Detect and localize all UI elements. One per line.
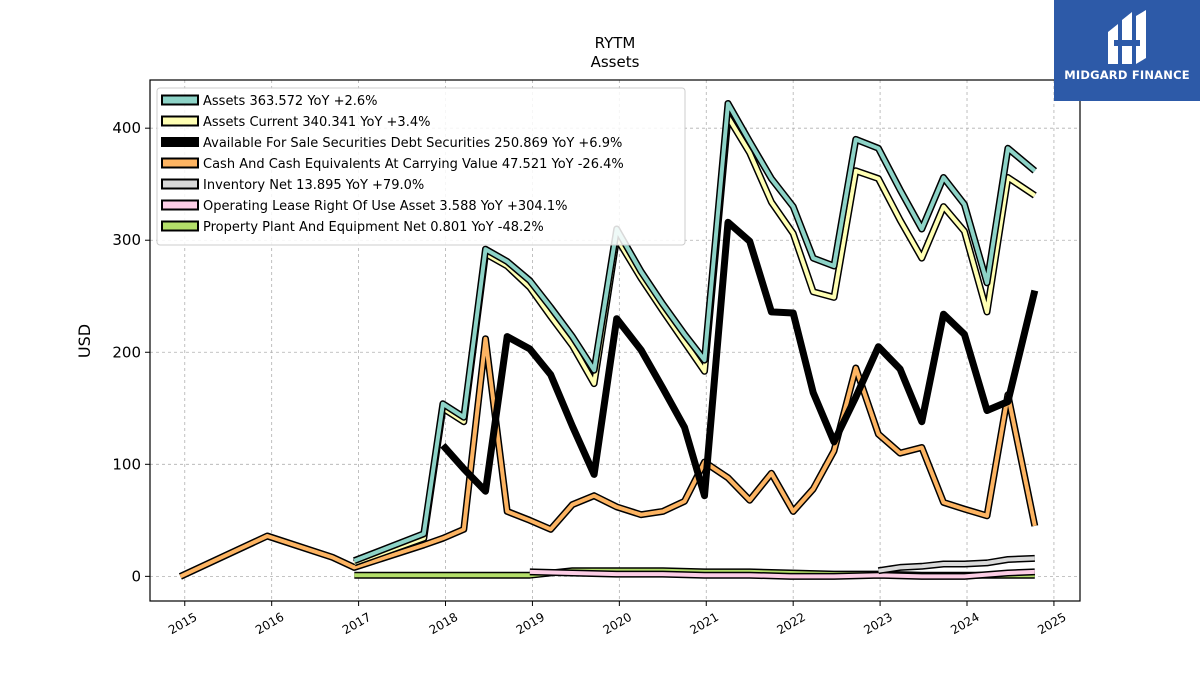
brand-logo: MIDGARD FINANCE xyxy=(1054,0,1200,101)
y-tick-label: 0 xyxy=(131,567,141,585)
brand-name: MIDGARD FINANCE xyxy=(1064,68,1190,82)
series-line-cash-and-cash-equivalents-at-carrying-value xyxy=(179,336,1037,579)
x-tick-label: 2017 xyxy=(340,610,373,637)
legend-swatch-cash-and-cash-equivalents-at-carrying-value xyxy=(161,157,199,169)
legend-swatch-assets-current xyxy=(161,115,199,127)
series-lines xyxy=(178,100,1039,580)
x-tick-label: 2023 xyxy=(861,610,894,637)
legend-box xyxy=(156,87,686,246)
y-tick-label: 300 xyxy=(112,231,141,249)
legend-label-available-for-sale-securities-debt-securities: Available For Sale Securities Debt Secur… xyxy=(203,136,622,151)
y-tick-label: 100 xyxy=(112,455,141,473)
legend-swatch-property-plant-and-equipment-net xyxy=(161,220,199,232)
chart-subtitle: Assets xyxy=(591,53,640,71)
chart-title: RYTM xyxy=(595,34,636,52)
series-line-assets xyxy=(353,101,1037,563)
legend: Assets 363.572 YoY +2.6% Assets Current 3… xyxy=(156,87,686,246)
midgard-logo-icon xyxy=(1108,10,1146,64)
legend-label-cash-and-cash-equivalents-at-carrying-value: Cash And Cash Equivalents At Carrying Va… xyxy=(203,157,624,172)
x-tick-label: 2016 xyxy=(253,610,286,637)
legend-label-inventory-net: Inventory Net 13.895 YoY +79.0% xyxy=(203,178,424,193)
series-line-operating-lease-right-of-use-asset xyxy=(529,569,1035,579)
legend-label-assets-current: Assets Current 340.341 YoY +3.4% xyxy=(203,115,430,130)
x-tick-label: 2019 xyxy=(514,610,547,637)
x-tick-label: 2021 xyxy=(688,610,721,637)
series-line-inventory-net xyxy=(878,556,1035,573)
x-tick-label: 2015 xyxy=(166,610,199,637)
x-tick-label: 2025 xyxy=(1035,610,1068,637)
x-tick-label: 2020 xyxy=(601,610,634,637)
y-axis-label: USD xyxy=(75,324,94,358)
plot-frame xyxy=(149,79,1081,602)
x-tick-label: 2018 xyxy=(427,610,460,637)
y-tick-label: 400 xyxy=(112,119,141,137)
series-line-available-for-sale-securities-debt-securities xyxy=(440,218,1039,500)
legend-swatch-inventory-net xyxy=(161,178,199,190)
x-tick-label: 2024 xyxy=(948,610,981,637)
legend-label-assets: Assets 363.572 YoY +2.6% xyxy=(203,94,378,109)
legend-swatch-assets xyxy=(161,94,199,106)
y-tick-label: 200 xyxy=(112,343,141,361)
legend-swatch-available-for-sale-securities-debt-securities xyxy=(161,137,199,147)
legend-label-property-plant-and-equipment-net: Property Plant And Equipment Net 0.801 Y… xyxy=(203,220,544,235)
x-tick-label: 2022 xyxy=(774,610,807,637)
legend-swatch-operating-lease-right-of-use-asset xyxy=(161,199,199,211)
legend-label-operating-lease-right-of-use-asset: Operating Lease Right Of Use Asset 3.588… xyxy=(203,199,567,214)
